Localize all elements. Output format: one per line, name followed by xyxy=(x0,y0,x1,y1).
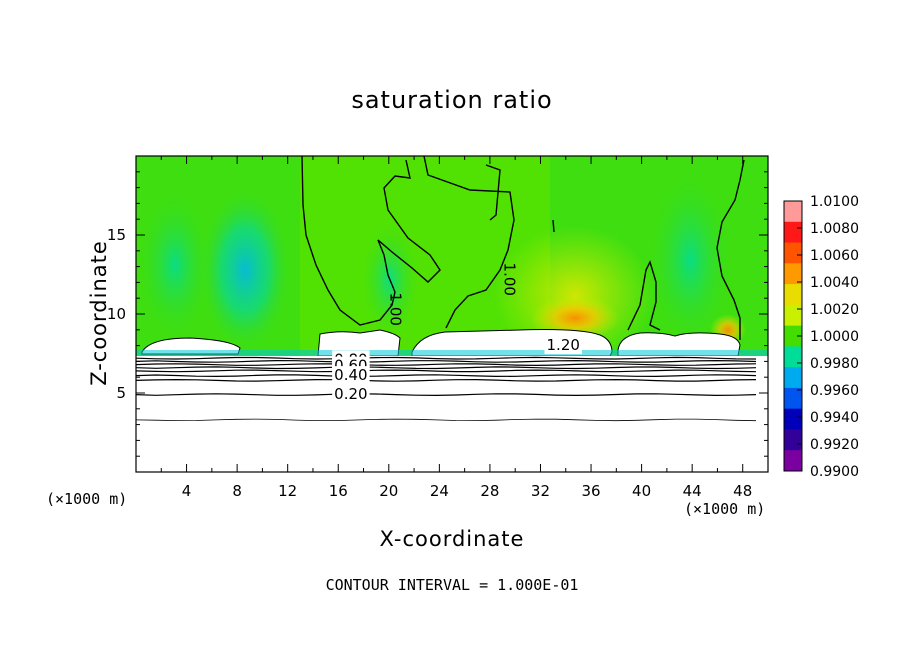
contour-1-00-e xyxy=(716,159,745,340)
colorbar-swatch xyxy=(784,367,802,389)
contour-1-00-c xyxy=(485,164,501,221)
colorbar-swatch xyxy=(784,387,802,410)
colorbar-label: 1.0000 xyxy=(810,329,859,345)
field-blob-orange xyxy=(530,296,620,340)
colorbar-swatch xyxy=(784,221,802,244)
colorbar-swatch xyxy=(784,450,802,472)
x-unit-right: (×1000 m) xyxy=(684,500,766,518)
contour-line xyxy=(136,378,757,382)
colorbar-swatch xyxy=(784,325,802,347)
colorbar-swatch xyxy=(784,242,802,264)
y-axis: 5 10 15 xyxy=(107,171,768,457)
x-tick-label: 28 xyxy=(480,482,499,500)
contour-line xyxy=(136,363,757,367)
colorbar-label: 1.0040 xyxy=(810,275,859,291)
contour-label-bg xyxy=(544,336,582,355)
field-blob-teal-right xyxy=(645,165,735,355)
x-tick-label: 36 xyxy=(581,482,600,500)
contour-label-bg xyxy=(332,366,370,385)
x-unit-left: (×1000 m) xyxy=(46,490,128,508)
colorbar-swatch xyxy=(784,201,802,223)
y-tick-label: 15 xyxy=(107,226,126,244)
x-tick-label: 40 xyxy=(632,482,651,500)
contour-line xyxy=(136,374,757,378)
colorbar-swatch xyxy=(784,408,802,430)
chart-title: saturation ratio xyxy=(351,86,553,114)
contour-line xyxy=(136,366,757,370)
contour-1-00-d xyxy=(627,260,661,331)
contour-line xyxy=(136,356,757,360)
y-tick-label: 10 xyxy=(107,305,126,323)
contours-upper xyxy=(301,156,745,340)
cloud-mid xyxy=(317,329,401,357)
x-axis: 4 8 12 16 20 24 28 32 36 40 44 48 xyxy=(160,156,752,500)
x-tick-label: 24 xyxy=(430,482,449,500)
colorbar-label: 0.9940 xyxy=(810,410,859,426)
contour-line xyxy=(136,393,757,397)
colorbar-label: 1.0060 xyxy=(810,248,859,264)
colorbar-swatch xyxy=(784,263,802,285)
field-lower xyxy=(136,356,768,472)
x-tick-label: 32 xyxy=(531,482,550,500)
contour-1-00-b xyxy=(423,156,515,329)
contour-label: 1.00 xyxy=(387,293,405,326)
contour-label: 0.40 xyxy=(334,366,367,384)
colorbar-label: 0.9920 xyxy=(810,437,859,453)
colorbar-swatch xyxy=(784,304,802,327)
x-tick-label: 20 xyxy=(379,482,398,500)
x-tick-label: 44 xyxy=(683,482,702,500)
colorbar: 1.0100 1.0080 1.0060 1.0040 1.0020 1.0000 0.99… xyxy=(783,194,859,480)
colorbar-label: 0.9980 xyxy=(810,356,859,372)
colorbar-label: 0.9960 xyxy=(810,383,859,399)
colorbar-label: 1.0020 xyxy=(810,302,859,318)
contour-line xyxy=(136,418,757,422)
contour-line xyxy=(136,359,757,363)
contour-label-bg xyxy=(332,385,370,404)
contour-1-00-f xyxy=(552,219,555,233)
x-tick-label: 8 xyxy=(232,482,242,500)
x-tick-label: 4 xyxy=(182,482,192,500)
contour-line xyxy=(136,369,757,373)
colorbar-swatch xyxy=(784,429,802,451)
saturation-field xyxy=(136,156,768,472)
x-tick-label: 48 xyxy=(733,482,752,500)
colorbar-label: 0.9900 xyxy=(810,464,859,480)
contour-1-00-a xyxy=(301,156,441,326)
field-blob-cyan-left xyxy=(197,185,293,355)
field-fringe xyxy=(136,350,768,356)
x-tick-label: 16 xyxy=(329,482,348,500)
contour-labels: 1.001.001.200.800.600.400.20 xyxy=(332,263,582,404)
contour-label: 1.00 xyxy=(500,263,518,296)
colorbar-label: 1.0100 xyxy=(810,194,859,210)
x-axis-label: X-coordinate xyxy=(379,527,525,551)
colorbar-swatch xyxy=(784,346,802,368)
contour-interval-note: CONTOUR INTERVAL = 1.000E-01 xyxy=(325,576,579,594)
contour-label: 0.20 xyxy=(334,385,367,403)
y-tick-label: 5 xyxy=(116,384,126,402)
y-axis-label: Z-coordinate xyxy=(87,240,111,386)
x-tick-label: 12 xyxy=(278,482,297,500)
colorbar-swatch xyxy=(784,284,802,306)
contours-lower xyxy=(136,356,757,422)
contour-label: 1.20 xyxy=(547,336,580,354)
field-blob-teal-left xyxy=(136,185,215,345)
colorbar-label: 1.0080 xyxy=(810,221,859,237)
